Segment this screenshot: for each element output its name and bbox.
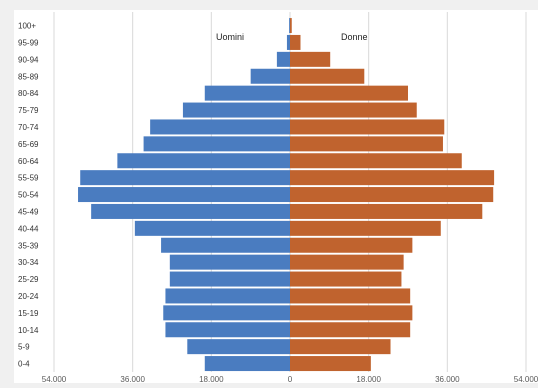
x-tick-label: 18.000: [199, 375, 224, 383]
chart-frame: 0-4 5-9 10-14 15-19 20-24 25-29 30-34 35-39 40-4…: [14, 10, 538, 384]
bar-donne: [290, 339, 391, 355]
bar-donne: [290, 170, 495, 186]
bar-uomini: [165, 322, 290, 338]
bar-uomini: [78, 187, 290, 203]
series-labels: Uomini Donne: [216, 32, 368, 42]
age-group-label: 15-19: [18, 309, 39, 318]
x-tick-label: 18.000: [356, 375, 381, 383]
x-tick-label: 54.000: [42, 375, 67, 383]
age-group-label: 30-34: [18, 258, 39, 267]
bar-uomini: [80, 170, 290, 186]
bar-uomini: [182, 102, 290, 118]
bar-donne: [290, 102, 417, 118]
bar-donne: [290, 153, 462, 169]
bar-donne: [290, 322, 411, 338]
series-label-donne: Donne: [341, 32, 368, 42]
bar-uomini: [143, 136, 290, 152]
bar-donne: [290, 68, 365, 84]
age-group-label: 0-4: [18, 360, 30, 369]
x-tick-label: 36.000: [435, 375, 460, 383]
series-label-uomini: Uomini: [216, 32, 244, 42]
bar-donne: [290, 187, 494, 203]
age-group-labels: 0-4 5-9 10-14 15-19 20-24 25-29 30-34 35-39 40-4…: [18, 22, 39, 369]
bar-donne: [290, 305, 413, 321]
bar-donne: [290, 119, 445, 135]
bar-donne: [290, 34, 301, 50]
age-group-label: 90-94: [18, 55, 39, 64]
bar-uomini: [91, 203, 290, 219]
age-group-label: 65-69: [18, 140, 39, 149]
age-group-label: 45-49: [18, 207, 39, 216]
bar-donne: [290, 237, 413, 253]
bar-donne: [290, 85, 408, 101]
bar-uomini: [169, 254, 290, 270]
age-group-label: 95-99: [18, 38, 39, 47]
x-tick-label: 0: [288, 375, 293, 383]
bar-uomini: [134, 220, 290, 236]
bar-uomini: [117, 153, 291, 169]
bar-uomini: [250, 68, 290, 84]
bar-uomini: [286, 34, 290, 50]
bar-donne: [290, 203, 483, 219]
x-tick-label: 36.000: [120, 375, 145, 383]
bar-donne: [290, 356, 371, 372]
age-group-label: 50-54: [18, 191, 39, 200]
bar-uomini: [204, 356, 290, 372]
bars: [78, 18, 495, 372]
age-group-label: 75-79: [18, 106, 39, 115]
age-group-label: 20-24: [18, 292, 39, 301]
bar-donne: [290, 51, 331, 67]
bar-donne: [290, 18, 292, 34]
age-group-label: 55-59: [18, 174, 39, 183]
age-group-label: 35-39: [18, 241, 39, 250]
bar-uomini: [150, 119, 290, 135]
bar-donne: [290, 136, 443, 152]
age-group-label: 5-9: [18, 343, 30, 352]
bar-donne: [290, 288, 411, 304]
population-pyramid-chart: 0-4 5-9 10-14 15-19 20-24 25-29 30-34 35-39 40-4…: [18, 12, 538, 384]
x-axis-tick-labels: 54.000 36.000 18.000 0 18.000 36.000 54.000: [42, 375, 538, 384]
age-group-label: 40-44: [18, 224, 39, 233]
bar-donne: [290, 220, 441, 236]
x-tick-label: 54.000: [514, 375, 538, 383]
age-group-label: 10-14: [18, 326, 39, 335]
age-group-label: 100+: [18, 22, 36, 31]
bar-uomini: [276, 51, 290, 67]
age-group-label: 85-89: [18, 72, 39, 81]
bar-uomini: [289, 18, 290, 34]
bar-donne: [290, 254, 404, 270]
bar-uomini: [165, 288, 290, 304]
bar-uomini: [163, 305, 290, 321]
bar-uomini: [161, 237, 290, 253]
age-group-label: 80-84: [18, 89, 39, 98]
bar-uomini: [169, 271, 290, 287]
bar-uomini: [204, 85, 290, 101]
age-group-label: 60-64: [18, 157, 39, 166]
age-group-label: 70-74: [18, 123, 39, 132]
bar-uomini: [187, 339, 290, 355]
bar-donne: [290, 271, 402, 287]
age-group-label: 25-29: [18, 275, 39, 284]
